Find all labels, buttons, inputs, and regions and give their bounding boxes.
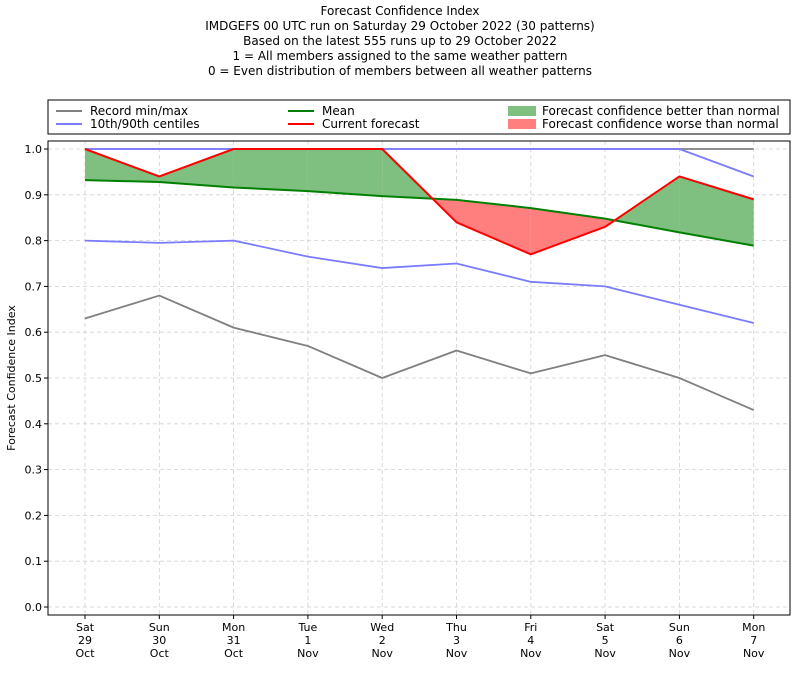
- y-tick-label: 0.5: [25, 372, 43, 385]
- y-axis-label: Forecast Confidence Index: [5, 305, 18, 451]
- y-tick-label: 0.9: [25, 189, 43, 202]
- x-tick-label: Nov: [446, 647, 468, 660]
- legend-label: Current forecast: [322, 117, 420, 131]
- x-tick-label: 2: [379, 634, 386, 647]
- legend-swatch-patch: [508, 106, 536, 116]
- series-line-p90: [85, 148, 755, 178]
- chart-subtitle-one-meaning: 1 = All members assigned to the same wea…: [232, 49, 568, 63]
- x-tick-label: Oct: [150, 647, 170, 660]
- x-tick-label: 3: [453, 634, 460, 647]
- x-tick-label: Nov: [371, 647, 393, 660]
- legend-item: Mean: [288, 104, 355, 118]
- x-tick-label: Thu: [445, 621, 467, 634]
- legend-item: Record min/max: [56, 104, 188, 118]
- legend-box: [47, 99, 791, 135]
- legend-item: Current forecast: [288, 117, 420, 131]
- legend-label: Record min/max: [90, 104, 188, 118]
- x-tick-label: Nov: [520, 647, 542, 660]
- legend-label: Forecast confidence better than normal: [542, 104, 780, 118]
- x-tick-label: Tue: [298, 621, 318, 634]
- fill-better-than-normal: [233, 149, 308, 192]
- legend-item: 10th/90th centiles: [56, 117, 200, 131]
- series-line-p10: [84, 239, 754, 324]
- x-tick-label: 5: [602, 634, 609, 647]
- legend-item: Forecast confidence worse than normal: [508, 117, 779, 131]
- x-tick-label: 29: [78, 634, 92, 647]
- x-tick-label: Sun: [149, 621, 170, 634]
- legend-label: Mean: [322, 104, 355, 118]
- series-lines: [84, 148, 755, 411]
- x-tick-label: Sat: [596, 621, 615, 634]
- y-tick-label: 0.7: [25, 280, 43, 293]
- x-tick-label: Nov: [743, 647, 765, 660]
- fill-better-than-normal: [159, 149, 234, 188]
- x-tick-label: Mon: [222, 621, 245, 634]
- fill-worse-than-normal: [456, 199, 531, 255]
- y-tick-label: 0.8: [25, 235, 43, 248]
- x-tick-label: Oct: [224, 647, 244, 660]
- series-line-record-min: [84, 294, 755, 411]
- x-tick-label: 4: [527, 634, 534, 647]
- x-tick-label: Nov: [594, 647, 616, 660]
- chart-subtitle-zero-meaning: 0 = Even distribution of members between…: [207, 64, 593, 78]
- fill-worse-than-normal: [530, 208, 606, 255]
- x-tick-label: 31: [227, 634, 241, 647]
- legend-label: 10th/90th centiles: [90, 117, 200, 131]
- fill-better-than-normal: [85, 149, 160, 182]
- x-tick-label: Sat: [76, 621, 95, 634]
- x-tick-label: Oct: [75, 647, 95, 660]
- chart-title: Forecast Confidence Index: [320, 4, 480, 18]
- y-tick-label: 0.6: [25, 326, 43, 339]
- x-tick-label: Nov: [669, 647, 691, 660]
- y-tick-label: 0.1: [25, 555, 43, 568]
- chart-title-block: Forecast Confidence Index IMDGEFS 00 UTC…: [0, 4, 800, 79]
- x-tick-label: Wed: [370, 621, 394, 634]
- y-tick-label: 0.3: [25, 464, 43, 477]
- legend-swatch-patch: [508, 119, 536, 129]
- y-tick-label: 1.0: [25, 143, 43, 156]
- x-tick-label: Mon: [742, 621, 765, 634]
- fill-better-than-normal: [614, 176, 680, 233]
- fill-better-than-normal: [307, 149, 383, 197]
- series-line-mean: [84, 179, 754, 247]
- legend-item: Forecast confidence better than normal: [508, 104, 780, 118]
- y-tick-label: 0.2: [25, 509, 43, 522]
- chart-subtitle-run: IMDGEFS 00 UTC run on Saturday 29 Octobe…: [205, 19, 595, 33]
- x-tick-label: Sun: [669, 621, 690, 634]
- confidence-fills: [85, 149, 754, 255]
- x-tick-label: 30: [152, 634, 166, 647]
- series-line-current: [84, 148, 754, 256]
- x-tick-label: 6: [676, 634, 683, 647]
- x-tick-label: 1: [304, 634, 311, 647]
- y-tick-label: 0.0: [25, 601, 43, 614]
- x-tick-label: Nov: [297, 647, 319, 660]
- x-tick-label: Fri: [524, 621, 537, 634]
- axes: 0.00.10.20.30.40.50.60.70.80.91.0Sat29Oc…: [25, 140, 791, 660]
- legend-label: Forecast confidence worse than normal: [542, 117, 779, 131]
- chart-subtitle-basis: Based on the latest 555 runs up to 29 Oc…: [243, 34, 557, 48]
- x-tick-label: 7: [750, 634, 757, 647]
- y-tick-label: 0.4: [25, 418, 43, 431]
